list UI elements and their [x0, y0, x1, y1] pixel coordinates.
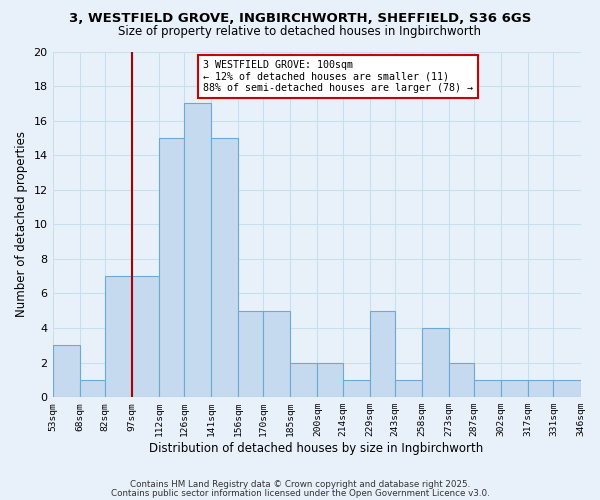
Text: 3 WESTFIELD GROVE: 100sqm
← 12% of detached houses are smaller (11)
88% of semi-: 3 WESTFIELD GROVE: 100sqm ← 12% of detac…	[203, 60, 473, 94]
Bar	[211, 138, 238, 397]
Bar	[53, 345, 80, 397]
Bar	[474, 380, 501, 397]
Y-axis label: Number of detached properties: Number of detached properties	[15, 132, 28, 318]
Bar	[370, 310, 395, 397]
Text: Contains public sector information licensed under the Open Government Licence v3: Contains public sector information licen…	[110, 488, 490, 498]
X-axis label: Distribution of detached houses by size in Ingbirchworth: Distribution of detached houses by size …	[149, 442, 484, 455]
Bar	[501, 380, 528, 397]
Bar	[184, 104, 211, 397]
Bar	[80, 380, 105, 397]
Bar	[132, 276, 159, 397]
Bar	[553, 380, 581, 397]
Bar	[343, 380, 370, 397]
Bar	[159, 138, 184, 397]
Bar	[317, 362, 343, 397]
Text: 3, WESTFIELD GROVE, INGBIRCHWORTH, SHEFFIELD, S36 6GS: 3, WESTFIELD GROVE, INGBIRCHWORTH, SHEFF…	[69, 12, 531, 26]
Text: Size of property relative to detached houses in Ingbirchworth: Size of property relative to detached ho…	[119, 25, 482, 38]
Bar	[290, 362, 317, 397]
Bar	[528, 380, 553, 397]
Bar	[238, 310, 263, 397]
Bar	[422, 328, 449, 397]
Bar	[263, 310, 290, 397]
Text: Contains HM Land Registry data © Crown copyright and database right 2025.: Contains HM Land Registry data © Crown c…	[130, 480, 470, 489]
Bar	[449, 362, 474, 397]
Bar	[105, 276, 132, 397]
Bar	[395, 380, 422, 397]
